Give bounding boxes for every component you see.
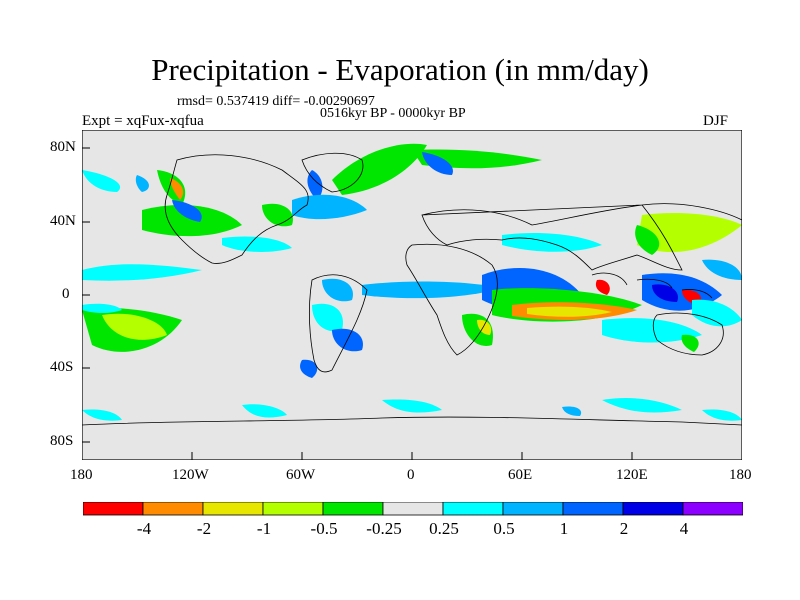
amazon-blue	[322, 278, 353, 302]
maritime-darkblue	[652, 284, 678, 302]
australia-cyan	[602, 318, 702, 343]
colorbar-label: -1	[256, 519, 272, 538]
experiment-label: Expt = xqFux-xqfua	[82, 113, 204, 129]
lon-tick-0: 0	[407, 467, 415, 483]
brazil-cyan	[312, 303, 343, 332]
south-america	[309, 274, 368, 373]
colorbar-swatch	[142, 502, 204, 516]
patagonia-blue	[300, 359, 318, 378]
sau-green	[681, 334, 699, 352]
coastlines	[82, 152, 742, 426]
borneo-red	[595, 279, 610, 295]
colorbar-swatch	[202, 502, 264, 516]
so-cyan-1	[242, 404, 287, 418]
lon-tick-180e: 180	[729, 467, 752, 483]
greenland	[301, 152, 364, 193]
colorbar-swatch	[502, 502, 564, 516]
colorbar	[83, 502, 743, 516]
lat-tick-80n: 80N	[50, 139, 76, 155]
so-cyan-4	[702, 409, 742, 421]
colorbar-swatch	[83, 502, 144, 516]
lon-tick-180w: 180	[70, 467, 93, 483]
lat-tick-40s: 40S	[50, 359, 74, 375]
norway-blue	[422, 152, 453, 175]
colorbar-label: 0.25	[429, 519, 459, 538]
lat-tick-40n: 40N	[50, 213, 76, 229]
colorbar-label: 2	[619, 519, 629, 538]
maritime-continent	[591, 272, 713, 299]
npac-blue	[172, 200, 202, 222]
colorbar-swatch	[682, 502, 743, 516]
season-label: DJF	[703, 113, 729, 129]
tropical-pac-cyan	[82, 264, 202, 281]
lon-tick-60w: 60W	[286, 467, 316, 483]
alaska-orange	[170, 178, 184, 200]
africa	[405, 243, 498, 356]
madagascar-yellow	[477, 319, 492, 335]
colorbar-label: -4	[136, 519, 152, 538]
wpac-lightgreen	[637, 213, 742, 253]
so-cyan-2	[382, 399, 442, 413]
tasman-cyan	[692, 299, 742, 327]
colorbar-label: 0.5	[493, 519, 515, 538]
eurasia	[421, 203, 742, 271]
so-blue	[562, 406, 582, 416]
antarctica	[82, 416, 742, 426]
stats-subtitle: rmsd= 0.537419 diff= -0.00290697	[177, 94, 375, 109]
wpac-blue	[702, 259, 742, 280]
east-asia-green	[635, 225, 660, 255]
so-cyan-3	[602, 398, 682, 413]
atl-cyan	[222, 236, 292, 252]
colorbar-label: 4	[679, 519, 689, 538]
lon-tick-120w: 120W	[172, 467, 209, 483]
lat-tick-80s: 80S	[50, 433, 74, 449]
colorbar-label: -0.5	[310, 519, 338, 538]
colorbar-label: 1	[559, 519, 569, 538]
contour-field	[82, 143, 742, 421]
greenland-blue	[307, 170, 323, 200]
pacific-nw-blue	[135, 175, 149, 192]
so-cyan-5	[82, 409, 122, 421]
indian-yellow	[527, 306, 612, 317]
period-subtitle: 0516kyr BP - 0000kyr BP	[320, 106, 466, 121]
map-frame	[82, 130, 742, 460]
atl-itcz-blue	[362, 281, 502, 299]
colorbar-swatch	[562, 502, 624, 516]
lat-tick-0: 0	[62, 286, 70, 302]
lon-tick-120e: 120E	[616, 467, 648, 483]
colorbar-swatch	[622, 502, 684, 516]
asia-cyan	[502, 233, 602, 252]
spac-cyan	[82, 303, 122, 314]
map-title: Precipitation - Evaporation (in mm/day)	[151, 52, 649, 87]
arctic-green-patch	[332, 143, 427, 195]
colorbar-swatch	[322, 502, 384, 516]
colorbar-swatch	[442, 502, 504, 516]
colorbar-label: -0.25	[366, 519, 402, 538]
axis-ticks	[82, 147, 742, 460]
colorbar-label: -2	[196, 519, 212, 538]
natl-green	[262, 203, 293, 227]
colorbar-swatch	[382, 502, 444, 516]
spac-lightgreen	[102, 313, 167, 340]
colorbar-swatch	[262, 502, 324, 516]
npac-green	[142, 205, 242, 237]
north-america	[164, 154, 309, 264]
far-nw-cyan	[82, 170, 121, 192]
natl-blue	[292, 194, 367, 220]
australia	[652, 312, 724, 356]
lon-tick-60e: 60E	[508, 467, 533, 483]
